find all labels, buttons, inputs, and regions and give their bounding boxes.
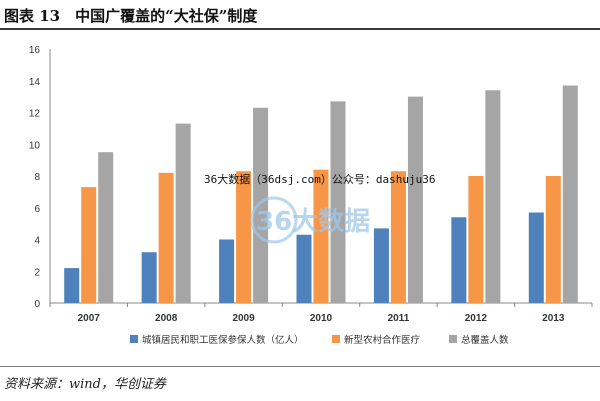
legend-label: 总覆盖人数	[461, 334, 509, 346]
legend-label: 城镇居民和职工医保参保人数（亿人）	[142, 334, 304, 346]
figure-title: 图表 13 中国广覆盖的“大社保”制度	[4, 7, 258, 25]
bar	[330, 101, 346, 303]
y-tick-label: 16	[29, 45, 41, 56]
bar	[390, 171, 406, 303]
x-tick-label: 2007	[78, 313, 101, 324]
bar	[253, 107, 269, 303]
bar	[528, 212, 544, 303]
x-tick-label: 2011	[388, 313, 410, 324]
bar	[158, 172, 174, 303]
bar	[373, 228, 389, 303]
y-tick-label: 2	[34, 267, 40, 278]
bar-chart: 0 2 4 6 8 10 12 14 16 2007 2008 2009 2010 2011 2012 201…	[29, 45, 593, 346]
bar	[64, 268, 80, 303]
y-tick-label: 0	[34, 299, 40, 310]
bar	[562, 85, 578, 303]
y-tick-label: 14	[29, 77, 41, 88]
legend-swatch	[332, 335, 340, 343]
x-tick-label: 2013	[542, 313, 565, 324]
x-tick-label: 2012	[465, 313, 488, 324]
y-tick-label: 12	[29, 109, 41, 120]
title-bar: 图表 13 中国广覆盖的“大社保”制度	[0, 0, 600, 30]
bar	[81, 187, 97, 303]
x-tick-label: 2010	[310, 313, 333, 324]
bar	[98, 152, 114, 303]
bar	[545, 176, 561, 303]
legend-swatch	[130, 335, 138, 343]
bar	[485, 90, 501, 304]
x-tick-label: 2009	[232, 313, 255, 324]
y-tick-label: 8	[34, 172, 40, 183]
bar	[451, 217, 467, 303]
bar	[141, 252, 157, 303]
bar	[313, 169, 329, 303]
x-tick-label: 2008	[155, 313, 178, 324]
legend-swatch	[449, 335, 457, 343]
watermark-text: 36大数据（36dsj.com）公众号：dashuju36	[204, 173, 436, 186]
y-tick-label: 6	[34, 204, 40, 215]
svg-text:36大数据: 36大数据	[256, 207, 370, 237]
y-tick-label: 4	[34, 236, 40, 247]
source-bar: 资料来源：wind，华创证券	[0, 366, 600, 401]
bar	[236, 171, 252, 303]
bar	[468, 176, 484, 303]
source-note: 资料来源：wind，华创证券	[4, 377, 166, 392]
bar	[407, 96, 423, 303]
watermark-logo: 36大数据	[250, 196, 370, 244]
legend-label: 新型农村合作医疗	[344, 334, 421, 346]
y-tick-label: 10	[29, 140, 41, 151]
bar	[219, 239, 235, 303]
bar	[296, 234, 312, 303]
bar	[175, 123, 191, 303]
